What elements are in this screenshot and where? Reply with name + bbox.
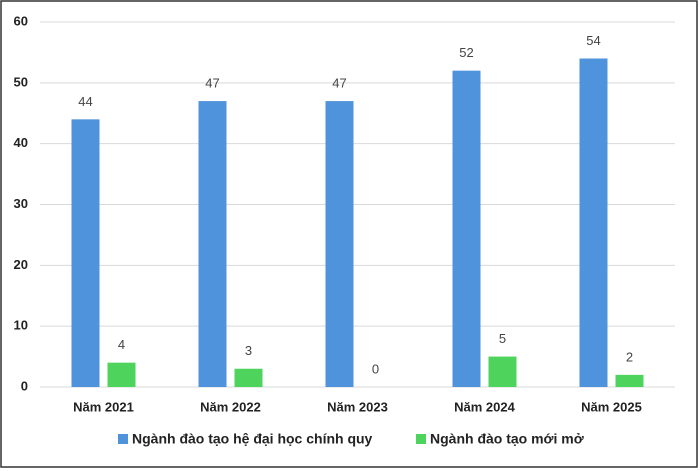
bar bbox=[488, 356, 517, 387]
value-label: 3 bbox=[245, 343, 252, 358]
bar bbox=[71, 119, 100, 387]
value-label: 4 bbox=[118, 337, 125, 352]
bar bbox=[107, 362, 136, 387]
legend-label: Ngành đào tạo hệ đại học chính quy bbox=[132, 431, 373, 447]
legend-label: Ngành đào tạo mới mở bbox=[430, 431, 584, 447]
value-label: 54 bbox=[586, 33, 600, 48]
bar bbox=[452, 70, 481, 388]
y-tick-label: 60 bbox=[14, 13, 28, 28]
x-tick-label: Năm 2024 bbox=[454, 399, 515, 414]
value-label: 5 bbox=[499, 331, 506, 346]
value-label: 52 bbox=[459, 45, 473, 60]
x-tick-label: Năm 2025 bbox=[581, 399, 642, 414]
y-tick-label: 10 bbox=[14, 318, 28, 333]
y-tick-label: 50 bbox=[14, 74, 28, 89]
value-label: 44 bbox=[78, 94, 92, 109]
bar bbox=[198, 101, 227, 387]
x-tick-label: Năm 2023 bbox=[327, 399, 388, 414]
y-tick-label: 20 bbox=[14, 257, 28, 272]
x-tick-label: Năm 2022 bbox=[200, 399, 261, 414]
bar bbox=[234, 368, 263, 387]
value-label: 47 bbox=[332, 76, 346, 91]
y-tick-label: 30 bbox=[14, 196, 28, 211]
bar bbox=[325, 101, 354, 387]
bar bbox=[615, 374, 644, 387]
value-label: 47 bbox=[205, 76, 219, 91]
value-label: 2 bbox=[626, 349, 633, 364]
x-tick-label: Năm 2021 bbox=[73, 399, 134, 414]
y-tick-label: 0 bbox=[21, 378, 28, 393]
y-tick-label: 40 bbox=[14, 135, 28, 150]
legend-swatch bbox=[416, 434, 426, 444]
bar bbox=[579, 58, 608, 387]
value-label: 0 bbox=[372, 361, 379, 376]
legend-swatch bbox=[118, 434, 128, 444]
